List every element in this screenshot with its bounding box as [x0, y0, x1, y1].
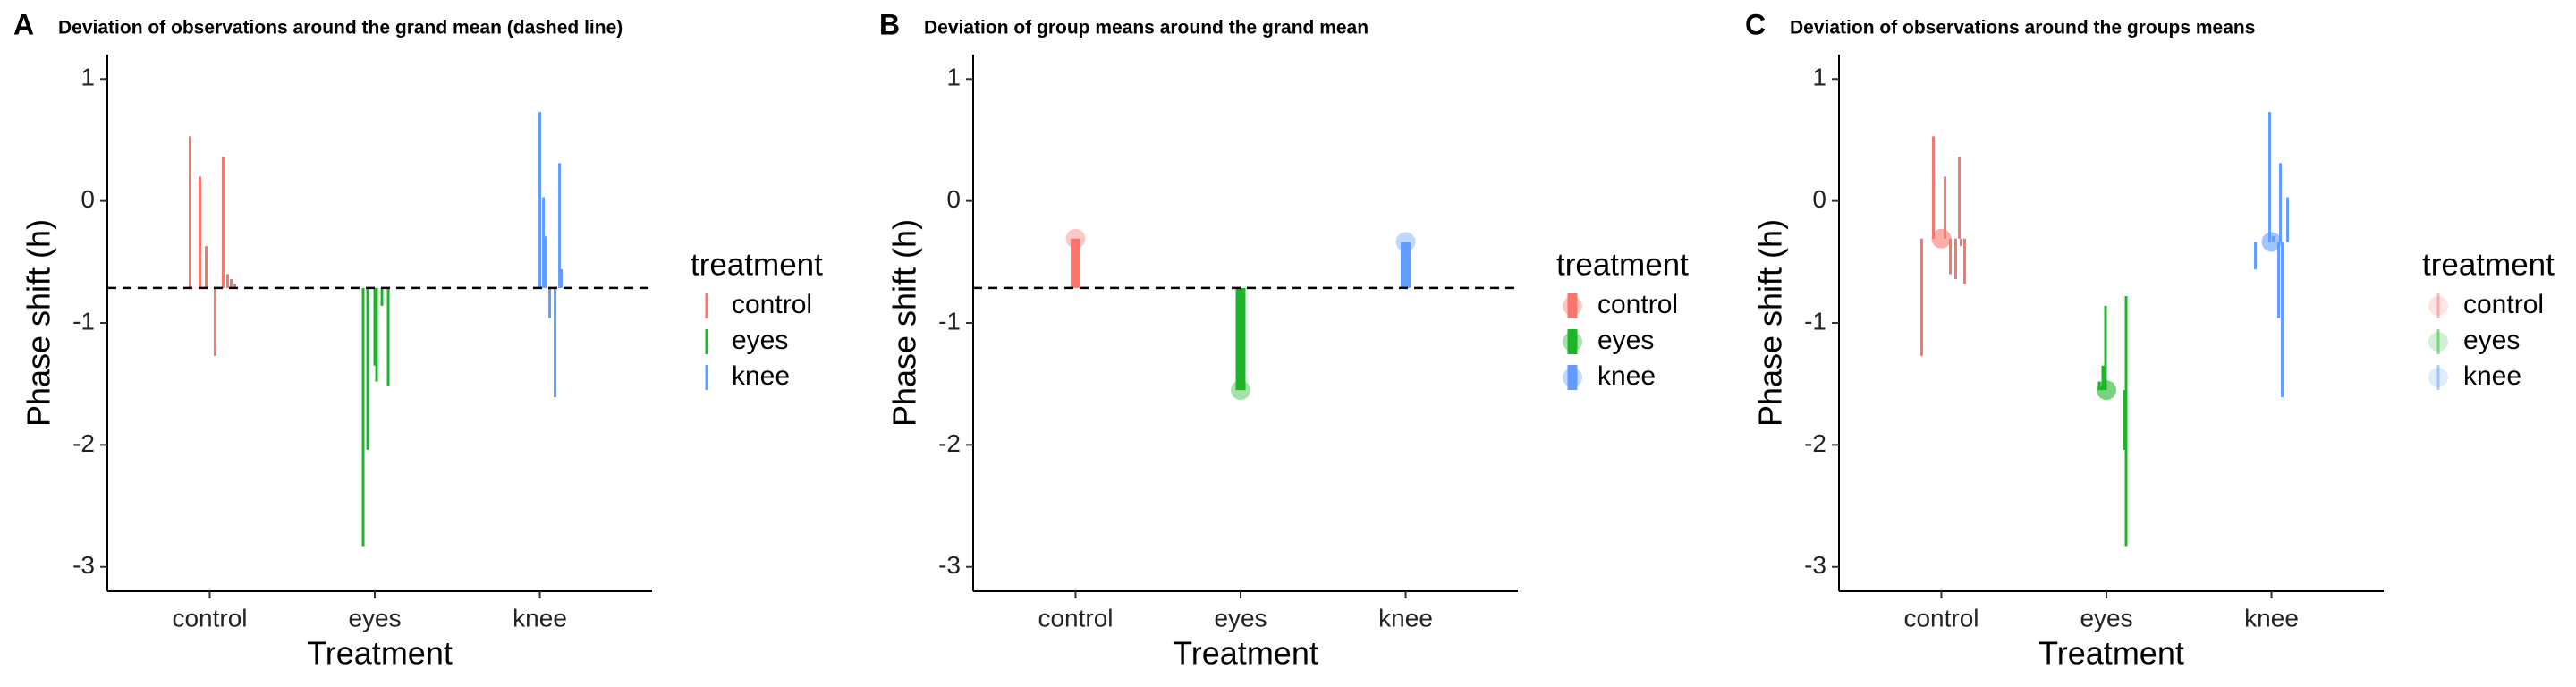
- y-tick-label: -2: [938, 429, 961, 457]
- legend-item: knee: [705, 361, 790, 391]
- x-tick-label: control: [1903, 604, 1979, 632]
- y-axis-title: Phase shift (h): [1752, 219, 1789, 427]
- y-axis-title: Phase shift (h): [886, 219, 923, 427]
- y-tick-label: 1: [80, 64, 95, 91]
- x-tick-label: control: [172, 604, 247, 632]
- panel-letter: B: [879, 8, 900, 40]
- y-tick-label: -3: [72, 551, 95, 579]
- group-mean-point: [1395, 232, 1416, 252]
- y-tick-label: -1: [1804, 307, 1826, 335]
- x-axis-title: Treatment: [1173, 635, 1318, 672]
- legend-item: eyes: [1563, 326, 1654, 355]
- group-mean-point: [2261, 232, 2282, 252]
- x-tick-label: control: [1038, 604, 1113, 632]
- panel: C Deviation of observations around the gr…: [1745, 8, 2555, 671]
- y-tick-label: 0: [1812, 185, 1826, 213]
- y-tick-label: -3: [938, 551, 961, 579]
- legend-title: treatment: [2422, 247, 2555, 282]
- group-mean-point: [1931, 228, 1952, 249]
- legend-label: eyes: [1597, 326, 1654, 355]
- panel-letter: A: [13, 8, 34, 40]
- panel: B Deviation of group means around the gra…: [879, 8, 1689, 671]
- y-tick-label: -1: [938, 307, 961, 335]
- panel-title: Deviation of observations around the gra…: [58, 18, 623, 38]
- x-tick-label: eyes: [348, 604, 401, 632]
- group-mean-point: [2097, 380, 2117, 401]
- legend-label: control: [1597, 290, 1678, 319]
- legend-key: [1563, 368, 1582, 387]
- legend-item: control: [1563, 290, 1678, 319]
- legend-label: control: [732, 290, 812, 319]
- y-tick-label: 0: [80, 185, 95, 213]
- panel-letter: C: [1745, 8, 1766, 40]
- y-tick-label: 1: [946, 64, 961, 91]
- legend-key: [1563, 332, 1582, 352]
- legend-item: knee: [2428, 361, 2521, 391]
- legend-item: eyes: [2428, 326, 2520, 355]
- y-tick-label: -2: [1804, 429, 1826, 457]
- y-tick-label: -3: [1804, 551, 1826, 579]
- legend-item: knee: [1563, 361, 1656, 391]
- legend-title: treatment: [691, 247, 823, 282]
- group-mean-point: [1065, 228, 1086, 249]
- x-tick-label: knee: [513, 604, 567, 632]
- panel-title: Deviation of group means around the gran…: [924, 18, 1368, 38]
- group-mean-point: [1231, 380, 1251, 401]
- y-tick-label: -1: [72, 307, 95, 335]
- y-axis-title: Phase shift (h): [21, 219, 57, 427]
- legend-title: treatment: [1556, 247, 1689, 282]
- x-tick-label: knee: [1378, 604, 1433, 632]
- x-tick-label: eyes: [2080, 604, 2132, 632]
- legend-label: eyes: [2463, 326, 2520, 355]
- x-tick-label: eyes: [1214, 604, 1267, 632]
- legend-item: control: [705, 290, 812, 319]
- panel: A Deviation of observations around the gr…: [13, 8, 823, 671]
- x-axis-title: Treatment: [2038, 635, 2184, 672]
- x-tick-label: knee: [2244, 604, 2299, 632]
- x-axis-title: Treatment: [307, 635, 453, 672]
- panel-title: Deviation of observations around the gro…: [1790, 18, 2255, 38]
- legend-item: eyes: [705, 326, 788, 355]
- y-tick-label: 1: [1812, 64, 1826, 91]
- legend-label: knee: [2463, 361, 2521, 391]
- legend-item: control: [2428, 290, 2544, 319]
- legend-label: control: [2463, 290, 2544, 319]
- legend-label: knee: [1597, 361, 1656, 391]
- legend-key: [1563, 296, 1582, 316]
- legend-label: eyes: [732, 326, 788, 355]
- y-tick-label: 0: [946, 185, 961, 213]
- legend-label: knee: [732, 361, 790, 391]
- y-tick-label: -2: [72, 429, 95, 457]
